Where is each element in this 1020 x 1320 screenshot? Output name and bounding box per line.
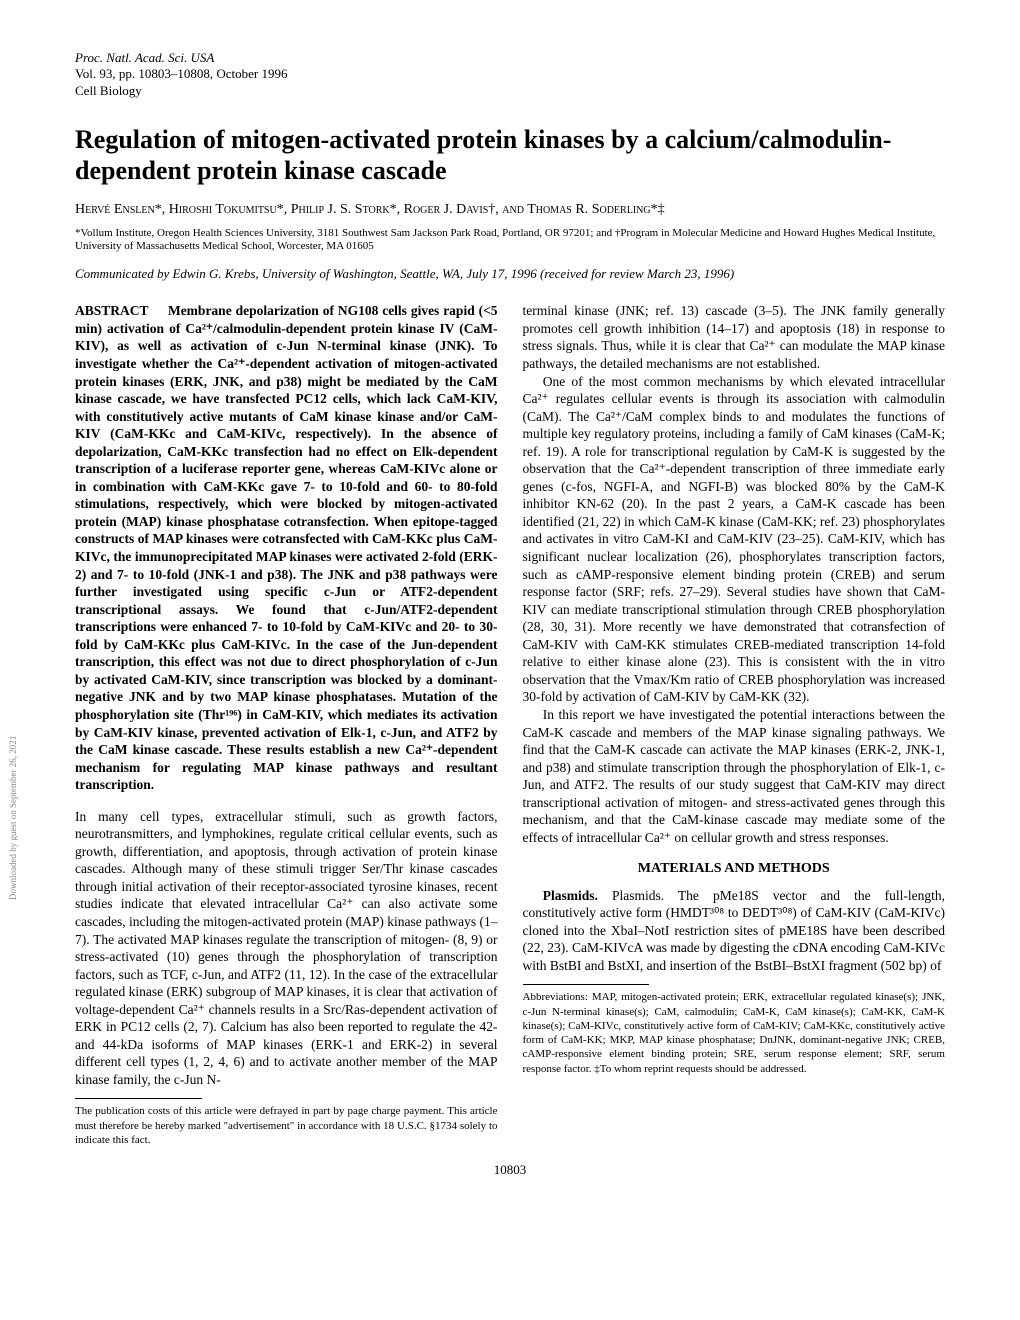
methods-heading: MATERIALS AND METHODS: [523, 860, 946, 878]
page-number: 10803: [75, 1162, 945, 1178]
journal-header: Proc. Natl. Acad. Sci. USA Vol. 93, pp. …: [75, 50, 945, 99]
left-column: ABSTRACT Membrane depolarization of NG10…: [75, 302, 498, 1147]
journal-volume: Vol. 93, pp. 10803–10808, October 1996: [75, 66, 945, 82]
footnote-rule-right: [523, 984, 650, 985]
footnote-rule-left: [75, 1098, 202, 1099]
download-note: Downloaded by guest on September 26, 202…: [8, 736, 19, 900]
right-column: terminal kinase (JNK; ref. 13) cascade (…: [523, 302, 946, 1147]
methods-para1: Plasmids. Plasmids. The pMe18S vector an…: [523, 887, 946, 975]
author-list: Hervé Enslen*, Hiroshi Tokumitsu*, Phili…: [75, 201, 945, 219]
communicated-line: Communicated by Edwin G. Krebs, Universi…: [75, 266, 945, 282]
col2-para1: terminal kinase (JNK; ref. 13) cascade (…: [523, 302, 946, 372]
col2-para2: One of the most common mechanisms by whi…: [523, 373, 946, 706]
abstract-block: ABSTRACT Membrane depolarization of NG10…: [75, 302, 498, 793]
col2-para3: In this report we have investigated the …: [523, 706, 946, 846]
abstract-text: Membrane depolarization of NG108 cells g…: [75, 303, 498, 792]
affiliations: *Vollum Institute, Oregon Health Science…: [75, 227, 945, 255]
intro-paragraph: In many cell types, extracellular stimul…: [75, 808, 498, 1089]
body-columns: ABSTRACT Membrane depolarization of NG10…: [75, 302, 945, 1147]
left-footnote: The publication costs of this article we…: [75, 1104, 498, 1147]
abstract-label: ABSTRACT: [75, 303, 149, 318]
article-title: Regulation of mitogen-activated protein …: [75, 124, 945, 186]
journal-section: Cell Biology: [75, 83, 945, 99]
journal-name: Proc. Natl. Acad. Sci. USA: [75, 50, 945, 66]
right-footnote: Abbreviations: MAP, mitogen-activated pr…: [523, 990, 946, 1076]
